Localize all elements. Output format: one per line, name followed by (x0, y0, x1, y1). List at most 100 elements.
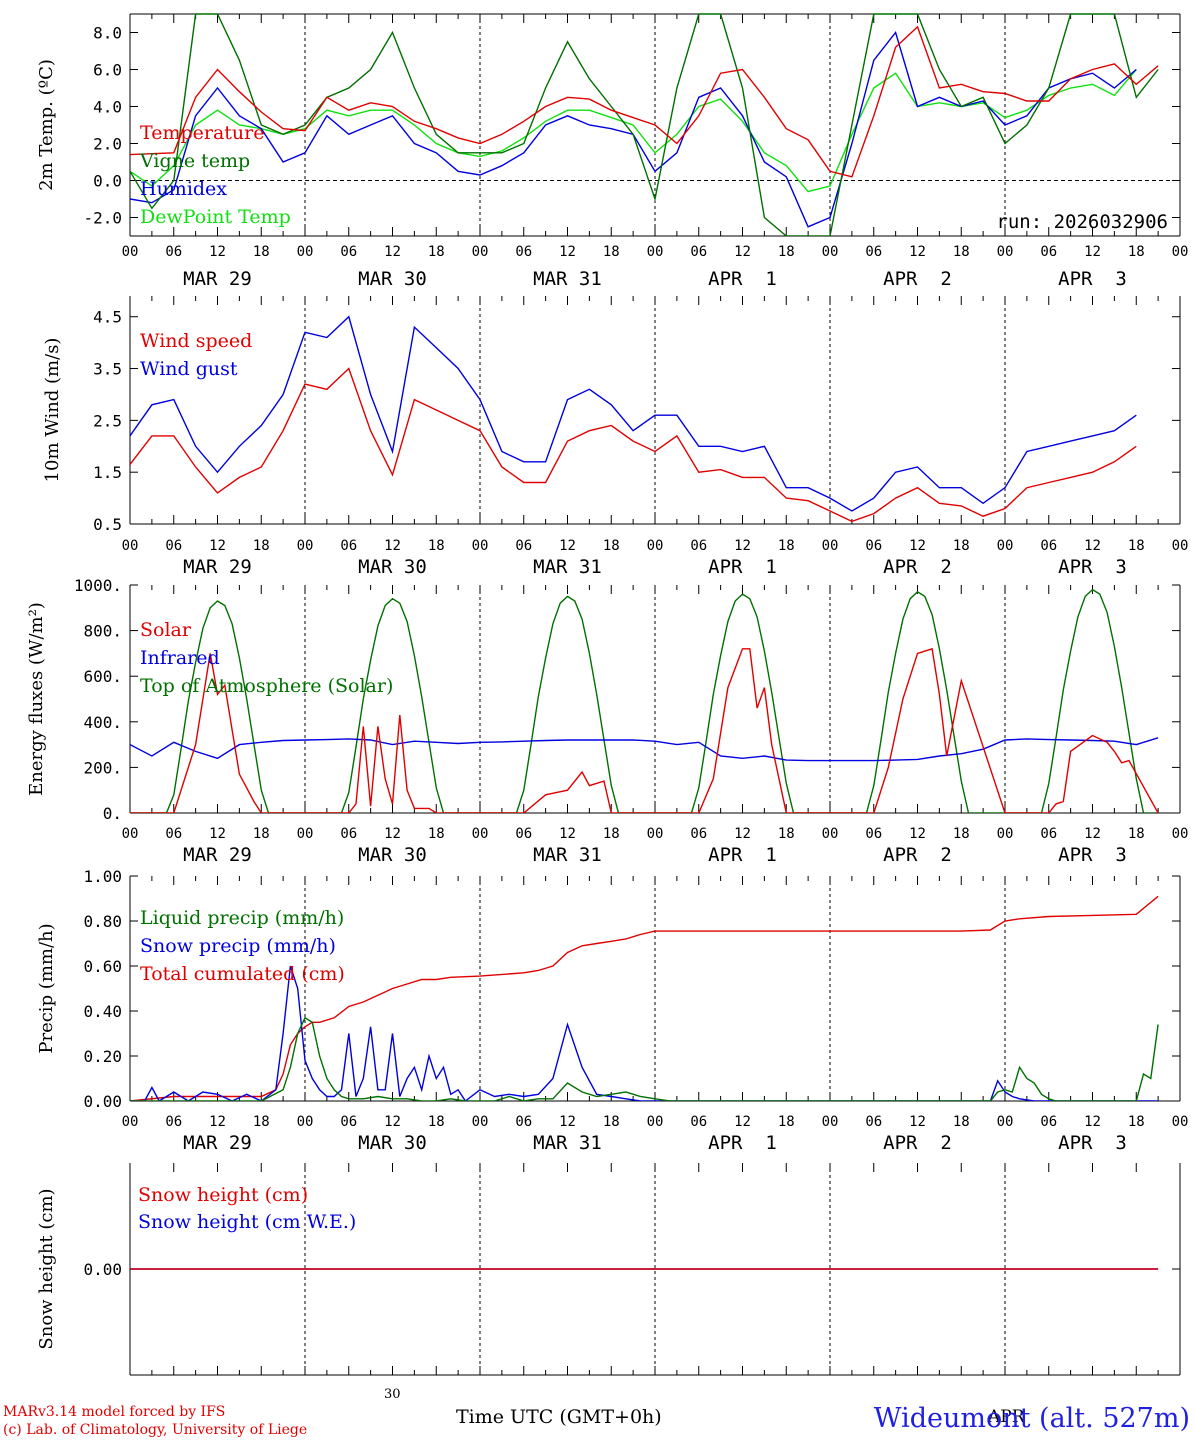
x-tick-label: 18 (1128, 538, 1145, 554)
x-tick-label: 00 (122, 538, 139, 554)
x-tick-label: 06 (165, 1114, 182, 1130)
energy-panel: 1000.800.600.400.200.0.00 06 12 18 00 06 12 18 0… (26, 576, 1188, 866)
y-tick-label: -2.0 (83, 209, 122, 228)
x-tick-label: 18 (778, 244, 795, 260)
legend-entry: Total cumulated (cm) (140, 963, 345, 985)
snow-panel: 0.00 Snow height (cm) Snow height (cm) Snow… (36, 1163, 1181, 1376)
y-tick-label: 8.0 (93, 24, 122, 43)
day-label: APR 3 (1058, 556, 1127, 578)
day-label: MAR 29 (183, 1132, 252, 1154)
station-label: Wideumont (alt. 527m) (874, 1403, 1190, 1434)
y-tick-label: 600. (83, 667, 122, 686)
day-label: MAR 31 (533, 844, 602, 866)
lab-credit: (c) Lab. of Climatology, University of L… (3, 1422, 307, 1438)
y-tick-label: 0. (103, 804, 122, 823)
series-line-infrared (130, 737, 1159, 762)
day-label: APR 2 (883, 556, 952, 578)
x-tick-label: 00 (647, 1114, 664, 1130)
day-label: MAR 30 (358, 268, 427, 290)
x-tick-label: 00 (822, 538, 839, 554)
x-tick-label: 00 (997, 826, 1014, 842)
y-tick-label: 4.0 (93, 98, 122, 117)
x-tick-label: 18 (253, 826, 270, 842)
x-tick-label: 12 (909, 538, 926, 554)
x-tick-label: 00 (822, 1114, 839, 1130)
x-tick-label: 18 (1128, 244, 1145, 260)
day-label: APR 3 (1058, 844, 1127, 866)
x-tick-label: 00 (472, 244, 489, 260)
y-tick-label: 4.5 (93, 308, 122, 327)
series-line-wind-speed (130, 367, 1137, 523)
model-credit: MARv3.14 model forced by IFS (3, 1404, 225, 1420)
y-tick-label: 400. (83, 713, 122, 732)
x-tick-label: 06 (690, 1114, 707, 1130)
y-tick-label: 0.60 (83, 957, 122, 976)
x-tick-label: 06 (865, 538, 882, 554)
day-label: MAR 29 (183, 844, 252, 866)
x-tick-label: 18 (953, 244, 970, 260)
x-tick-label: 00 (1172, 244, 1189, 260)
legend-entry: Wind speed (140, 330, 252, 352)
x-tick-label: 00 (822, 826, 839, 842)
day-label: APR 2 (883, 1132, 952, 1154)
legend-entry: Temperature (140, 122, 264, 144)
x-tick-label: 00 (472, 826, 489, 842)
x-tick-label: 12 (909, 1114, 926, 1130)
x-tick-label: 12 (1084, 538, 1101, 554)
x-tick-label: 12 (1084, 244, 1101, 260)
y-tick-label: 0.0 (93, 172, 122, 191)
x-tick-label: 00 (647, 538, 664, 554)
day-label: MAR 30 (358, 556, 427, 578)
x-tick-label: 00 (997, 1114, 1014, 1130)
x-tick-label: 12 (559, 244, 576, 260)
y-tick-label: 0.40 (83, 1002, 122, 1021)
x-tick-label: 00 (472, 538, 489, 554)
day-label: APR 1 (708, 268, 777, 290)
x-tick-label: 18 (603, 1114, 620, 1130)
y-tick-label: 6.0 (93, 61, 122, 80)
day-label: MAR 29 (183, 556, 252, 578)
x-tick-label: 18 (603, 244, 620, 260)
x-tick-label: 18 (253, 1114, 270, 1130)
x-tick-label: 06 (690, 244, 707, 260)
x-tick-label: 18 (953, 826, 970, 842)
day-label: APR 2 (883, 268, 952, 290)
x-tick-label: 06 (515, 244, 532, 260)
x-tick-label: 12 (1084, 826, 1101, 842)
x-tick-label: 12 (384, 538, 401, 554)
x-tick-label: 00 (1172, 826, 1189, 842)
y-tick-label: 1.00 (83, 867, 122, 886)
x-tick-label: 06 (1040, 538, 1057, 554)
series-line-temperature (130, 25, 1159, 178)
bottom-day-apr: APR (987, 1407, 1026, 1427)
x-tick-label: 12 (209, 244, 226, 260)
day-label: APR 1 (708, 556, 777, 578)
day-label: APR 3 (1058, 1132, 1127, 1154)
x-tick-label: 12 (909, 244, 926, 260)
day-label: APR 3 (1058, 268, 1127, 290)
day-label: MAR 31 (533, 1132, 602, 1154)
x-tick-label: 18 (253, 538, 270, 554)
y-tick-label: 3.5 (93, 360, 122, 379)
x-tick-label: 18 (428, 1114, 445, 1130)
series-line-liquid-precip-mm-h- (130, 1016, 1159, 1101)
x-tick-label: 12 (209, 538, 226, 554)
day-label: APR 1 (708, 1132, 777, 1154)
x-tick-label: 12 (559, 1114, 576, 1130)
y-tick-label: 1.5 (93, 463, 122, 482)
legend-entry: Snow height (cm W.E.) (138, 1211, 356, 1233)
x-tick-label: 00 (997, 538, 1014, 554)
legend-entry: Humidex (140, 178, 227, 200)
bottom-day-30: 30 (384, 1387, 401, 1402)
x-tick-label: 00 (297, 244, 314, 260)
x-tick-label: 06 (1040, 826, 1057, 842)
x-tick-label: 06 (340, 538, 357, 554)
series-line-top-of-atmosphere-solar- (130, 588, 1159, 813)
y-tick-label: 1000. (74, 576, 122, 595)
y-tick-label: 800. (83, 622, 122, 641)
x-tick-label: 00 (647, 244, 664, 260)
x-tick-label: 06 (515, 1114, 532, 1130)
legend-entry: Vigne temp (139, 150, 250, 172)
x-tick-label: 12 (384, 244, 401, 260)
